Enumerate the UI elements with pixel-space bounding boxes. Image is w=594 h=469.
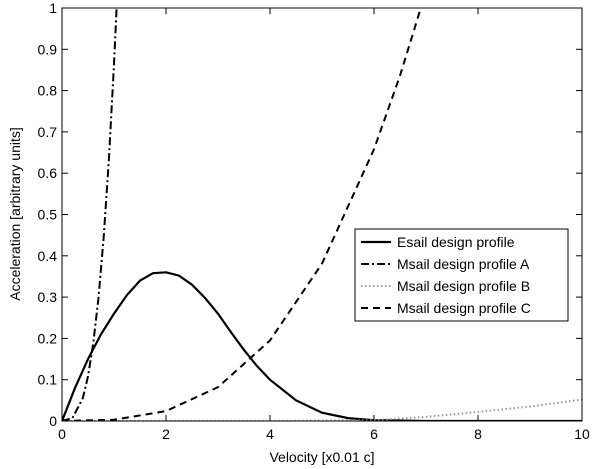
plot-frame (61, 7, 583, 422)
x-tick-label: 6 (370, 426, 378, 442)
y-axis-label: Acceleration [arbitrary units] (7, 127, 23, 301)
y-tick-label: 0.9 (38, 41, 58, 57)
x-tick-label: 8 (474, 426, 482, 442)
y-tick-label: 0.8 (38, 83, 58, 99)
y-tick-label: 0.6 (38, 165, 58, 181)
y-tick-label: 0.2 (38, 330, 58, 346)
x-tick-label: 0 (58, 426, 66, 442)
x-tick-label: 2 (162, 426, 170, 442)
plot-lines (62, 8, 582, 421)
series-line (62, 8, 118, 421)
legend-label: Msail design profile B (397, 278, 530, 294)
legend-box (354, 228, 569, 322)
plot-area (62, 8, 582, 421)
y-tick-label: 0.4 (38, 248, 58, 264)
series-line (62, 8, 422, 421)
x-tick-label: 4 (266, 426, 274, 442)
y-tick-label: 0.1 (38, 372, 58, 388)
y-tick-label: 0 (49, 413, 57, 429)
x-tick-label: 10 (574, 426, 590, 442)
y-tick-label: 0.5 (38, 207, 58, 223)
legend-label: Esail design profile (397, 234, 515, 250)
y-tick-label: 0.7 (38, 124, 58, 140)
y-tick-label: 1 (49, 0, 57, 16)
x-axis-label: Velocity [x0.01 c] (269, 449, 374, 465)
legend-label: Msail design profile C (397, 300, 531, 316)
y-tick-label: 0.3 (38, 289, 58, 305)
legend-label: Msail design profile A (397, 256, 530, 272)
